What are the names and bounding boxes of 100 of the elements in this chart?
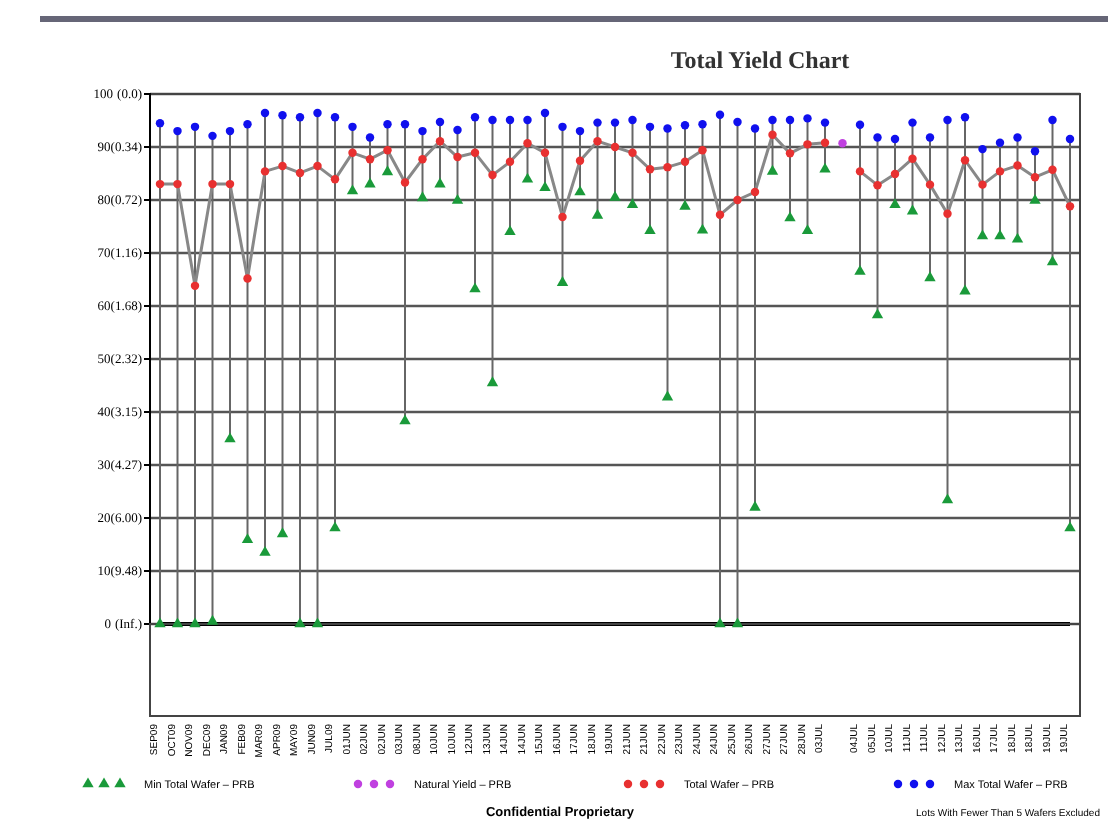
point: [539, 181, 551, 192]
point: [313, 161, 322, 171]
point: [1029, 193, 1041, 204]
point: [365, 154, 375, 164]
point: [925, 133, 935, 142]
point: [556, 276, 569, 286]
point: [750, 187, 760, 197]
point: [558, 212, 567, 222]
point: [523, 139, 532, 148]
point: [488, 170, 497, 180]
point: [330, 113, 340, 122]
point: [470, 148, 480, 158]
chart-title: Total Yield Chart: [670, 46, 850, 74]
point: [435, 136, 445, 146]
point: [680, 157, 690, 167]
point: [906, 204, 919, 215]
point: [505, 157, 515, 167]
point: [540, 148, 550, 158]
point: [575, 126, 585, 136]
point: [976, 229, 989, 240]
point: [784, 211, 796, 222]
point: [383, 120, 392, 129]
point: [626, 198, 639, 209]
point: [504, 225, 516, 236]
point: [679, 199, 691, 210]
point: [346, 184, 359, 195]
point: [206, 614, 219, 625]
point: [838, 139, 847, 148]
point: [155, 179, 165, 189]
point: [243, 120, 252, 129]
point: [574, 185, 586, 196]
point: [418, 126, 427, 136]
point: [768, 130, 777, 140]
point: [1064, 521, 1076, 532]
point: [871, 308, 884, 319]
point: [208, 179, 217, 189]
point: [469, 282, 481, 293]
point: [908, 118, 917, 127]
point: [208, 131, 217, 141]
point: [593, 118, 602, 127]
point: [225, 126, 235, 136]
point: [278, 110, 287, 120]
point: [715, 210, 725, 220]
point: [750, 124, 760, 133]
point: [381, 165, 394, 176]
point: [855, 120, 865, 129]
point: [593, 136, 602, 146]
point: [889, 198, 901, 209]
point: [190, 122, 200, 132]
point: [801, 224, 814, 235]
point: [890, 169, 900, 179]
point: [610, 118, 620, 127]
point: [925, 180, 935, 189]
point: [873, 133, 882, 142]
point: [1046, 255, 1059, 266]
point: [1048, 115, 1057, 125]
point: [453, 125, 462, 135]
point: [400, 120, 410, 129]
point: [1030, 173, 1040, 182]
point: [383, 145, 392, 155]
point: [435, 117, 445, 127]
point: [330, 175, 340, 184]
point: [663, 162, 672, 172]
point: [698, 145, 707, 155]
point: [959, 284, 971, 295]
point: [749, 500, 761, 511]
point: [521, 172, 534, 183]
point: [873, 180, 882, 190]
point: [365, 133, 375, 142]
point: [924, 271, 936, 282]
point: [855, 167, 865, 176]
point: [243, 274, 252, 283]
point: [941, 493, 954, 504]
point: [260, 167, 270, 176]
point: [768, 115, 777, 125]
point: [171, 617, 184, 628]
point: [224, 432, 236, 443]
point: [995, 167, 1005, 176]
point: [1011, 232, 1024, 243]
point: [645, 165, 655, 174]
point: [785, 149, 795, 158]
point: [1065, 202, 1075, 211]
point: [259, 545, 271, 556]
point: [348, 148, 357, 158]
point: [348, 122, 357, 132]
point: [714, 617, 726, 628]
point: [416, 191, 429, 202]
point: [540, 108, 550, 118]
point: [731, 617, 744, 628]
point: [908, 154, 917, 163]
point: [803, 114, 812, 123]
point: [278, 161, 287, 171]
point: [820, 138, 830, 147]
point: [820, 118, 830, 127]
point: [505, 115, 515, 125]
point: [610, 142, 620, 152]
point: [295, 113, 305, 122]
point: [591, 208, 604, 219]
point: [1013, 161, 1022, 170]
point: [943, 115, 952, 125]
